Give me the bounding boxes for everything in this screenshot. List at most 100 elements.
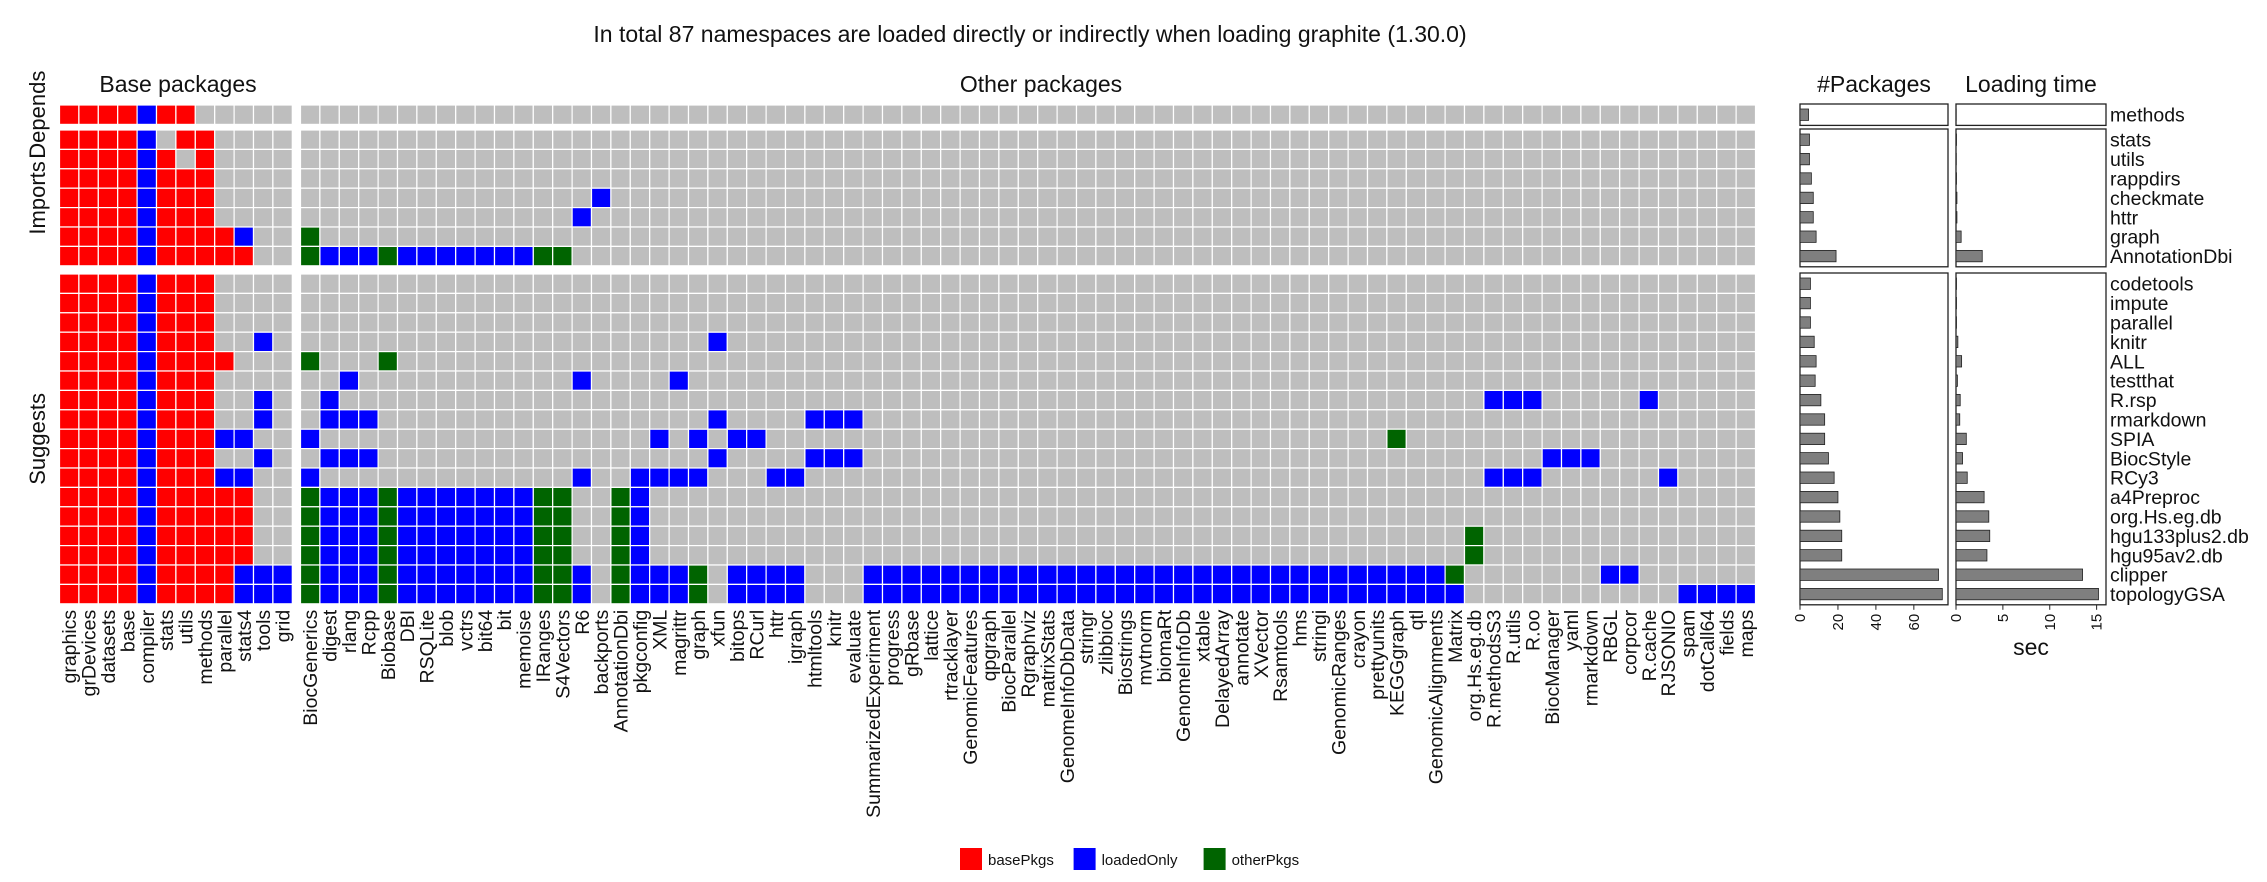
cell-rmarkdown-biocgenerics: [299, 409, 321, 430]
cell-impute-rtracklayer: [940, 292, 961, 314]
cell-spia-xvector: [1250, 428, 1272, 450]
cell-httr-genomeinfodbdata: [1056, 207, 1078, 228]
cell-hgu133plus2-db-utils: [175, 525, 196, 547]
cell-clipper-genomicfeatures: [959, 564, 981, 585]
cell-methods-summarizedexperiment: [862, 104, 884, 125]
cell-spia-xfun: [707, 428, 728, 450]
cell-a4preproc-qpgraph: [978, 486, 1000, 508]
cell-hgu133plus2-db-igraph: [784, 525, 806, 547]
cell-parallel-memoise: [513, 312, 534, 333]
cell-codetools-qtl: [1405, 273, 1427, 294]
cell-rcy3-htmltools: [804, 467, 825, 488]
cell-rcy3-yaml: [1560, 467, 1582, 488]
cell-utils-delayedarray: [1211, 148, 1233, 170]
cell-topologygsa-genomeinfodbdata: [1056, 583, 1078, 605]
cell-topologygsa-biocgenerics: [299, 583, 321, 605]
cell-annotationdbi-graphics: [58, 245, 80, 267]
cell-rmarkdown-annotationdbi: [610, 409, 631, 430]
cell-knitr-genomeinfodb: [1172, 331, 1194, 353]
cell-methods-mvtnorm: [1134, 104, 1155, 125]
cell-hgu133plus2-db-digest: [319, 525, 340, 547]
cell-utils-rsamtools: [1269, 148, 1291, 170]
cell-stats-rcpp: [358, 129, 379, 150]
cell-graph-datasets: [97, 226, 119, 247]
cell-httr-prettyunits: [1366, 207, 1388, 228]
cell-spia-dbi: [396, 428, 418, 450]
cell-methods-org-hs-eg-db: [1463, 104, 1485, 125]
cell-hgu133plus2-db-genomicranges: [1328, 525, 1349, 547]
cell-stats-genomicalignments: [1425, 129, 1446, 150]
cell-rappdirs-bitops: [726, 168, 748, 189]
cell-clipper-datasets: [97, 564, 119, 585]
cell-rmarkdown-rcpp: [358, 409, 379, 430]
cell-a4preproc-crayon: [1347, 486, 1369, 508]
base-packages-header: Base packages: [99, 71, 256, 97]
cell-clipper-r6: [571, 564, 593, 585]
cell-spia-biostrings: [1114, 428, 1136, 450]
column-label-matrixstats: matrixStats: [1037, 610, 1059, 708]
row-label-methods: methods: [2110, 105, 2185, 127]
column-label-graphics: graphics: [59, 610, 81, 684]
cell-topologygsa-rtracklayer: [940, 583, 961, 605]
cell-spia-dotcall64: [1696, 428, 1718, 450]
cell-rcy3-rsamtools: [1269, 467, 1291, 488]
cell-r-rsp-biomart: [1153, 389, 1175, 411]
cell-stats-delayedarray: [1211, 129, 1233, 150]
cell-graph-spam: [1677, 226, 1698, 247]
cell-parallel-methods: [194, 312, 216, 333]
cell-testthat-stringr: [1075, 370, 1097, 391]
cell-all-genomeinfodb: [1172, 351, 1194, 372]
column-label-dotcall64: dotCall64: [1697, 610, 1719, 693]
cell-codetools-rtracklayer: [940, 273, 961, 294]
cell-hgu133plus2-db-lattice: [920, 525, 942, 547]
cell-impute-parallel: [214, 292, 235, 314]
cell-impute-zlibbioc: [1095, 292, 1116, 314]
time-bar-r-rsp: [1955, 393, 1961, 407]
column-label-rcurl: RCurl: [746, 610, 768, 660]
cell-org-hs-eg-db-htmltools: [804, 506, 825, 527]
cell-org-hs-eg-db-delayedarray: [1211, 506, 1233, 527]
cell-org-hs-eg-db-biomart: [1153, 506, 1175, 527]
cell-stats-biobase: [377, 129, 399, 150]
cell-parallel-blob: [435, 312, 457, 333]
packages-bar-graph: [1799, 230, 1817, 243]
cell-testthat-r-utils: [1502, 370, 1524, 391]
cell-parallel-bit: [493, 312, 515, 333]
cell-hgu133plus2-db-progress: [881, 525, 903, 547]
cell-methods-compiler: [136, 104, 158, 125]
cell-testthat-digest: [319, 370, 340, 391]
cell-hgu95av2-db-xtable: [1192, 544, 1213, 566]
cell-hgu133plus2-db-stringi: [1308, 525, 1330, 547]
cell-graph-base: [117, 226, 138, 247]
cell-impute-yaml: [1560, 292, 1582, 314]
cell-spia-grid: [272, 428, 293, 450]
cell-rcy3-dbi: [396, 467, 418, 488]
cell-spia-progress: [881, 428, 903, 450]
cell-graph-bit: [493, 226, 515, 247]
cell-topologygsa-datasets: [97, 583, 119, 605]
cell-testthat-evaluate: [843, 370, 864, 391]
cell-org-hs-eg-db-qpgraph: [978, 506, 1000, 527]
cell-rappdirs-parallel: [214, 168, 235, 189]
cell-utils-dbi: [396, 148, 418, 170]
cell-httr-biomart: [1153, 207, 1175, 228]
cell-annotationdbi-summarizedexperiment: [862, 245, 884, 267]
cell-clipper-xfun: [707, 564, 728, 585]
cell-topologygsa-tools: [252, 583, 274, 605]
cell-biocstyle-biocgenerics: [299, 448, 321, 469]
cell-all-genomeinfodbdata: [1056, 351, 1078, 372]
cell-methods-annotationdbi: [610, 104, 631, 125]
cell-rmarkdown-bit64: [474, 409, 496, 430]
cell-org-hs-eg-db-biocparallel: [998, 506, 1019, 527]
cell-httr-fields: [1716, 207, 1737, 228]
cell-a4preproc-compiler: [136, 486, 158, 508]
cell-a4preproc-annotate: [1231, 486, 1252, 508]
cell-httr-base: [117, 207, 138, 228]
cell-codetools-annotate: [1231, 273, 1252, 294]
cell-r-rsp-r-oo: [1522, 389, 1543, 411]
cell-knitr-biomart: [1153, 331, 1175, 353]
cell-methods-rtracklayer: [940, 104, 961, 125]
cell-rappdirs-delayedarray: [1211, 168, 1233, 189]
cell-utils-graph: [687, 148, 709, 170]
cell-topologygsa-crayon: [1347, 583, 1369, 605]
